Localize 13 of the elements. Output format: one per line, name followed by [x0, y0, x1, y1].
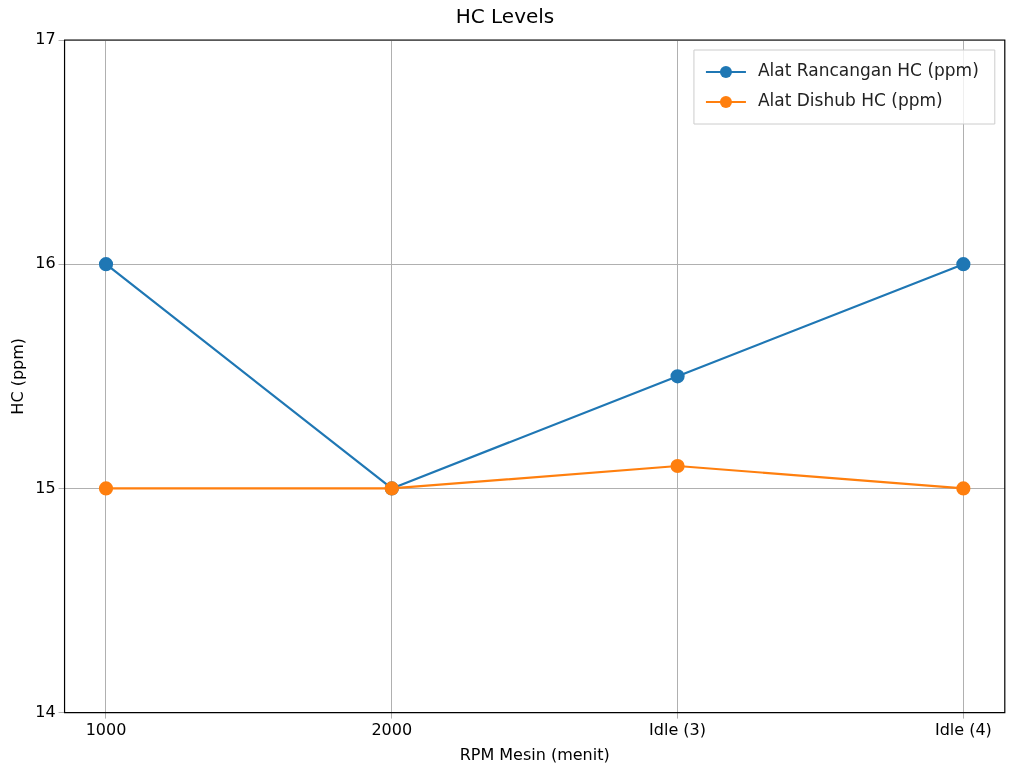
legend-label: Alat Rancangan HC (ppm) — [757, 60, 979, 81]
y-tick-label: 16 — [35, 253, 56, 273]
x-tick-label: Idle (3) — [649, 720, 707, 740]
y-axis-title: HC (ppm) — [7, 337, 27, 415]
x-axis-title: RPM Mesin (menit) — [459, 744, 610, 764]
chart-title: HC Levels — [455, 4, 555, 29]
x-tick-label: Idle (4) — [934, 720, 992, 740]
y-tick-label: 17 — [35, 29, 56, 49]
y-tick-label: 15 — [35, 477, 56, 497]
legend-label: Alat Dishub HC (ppm) — [757, 90, 943, 111]
x-tick-label: 1000 — [85, 720, 127, 740]
y-tick-label: 14 — [35, 701, 56, 721]
x-tick-label: 2000 — [371, 720, 413, 740]
